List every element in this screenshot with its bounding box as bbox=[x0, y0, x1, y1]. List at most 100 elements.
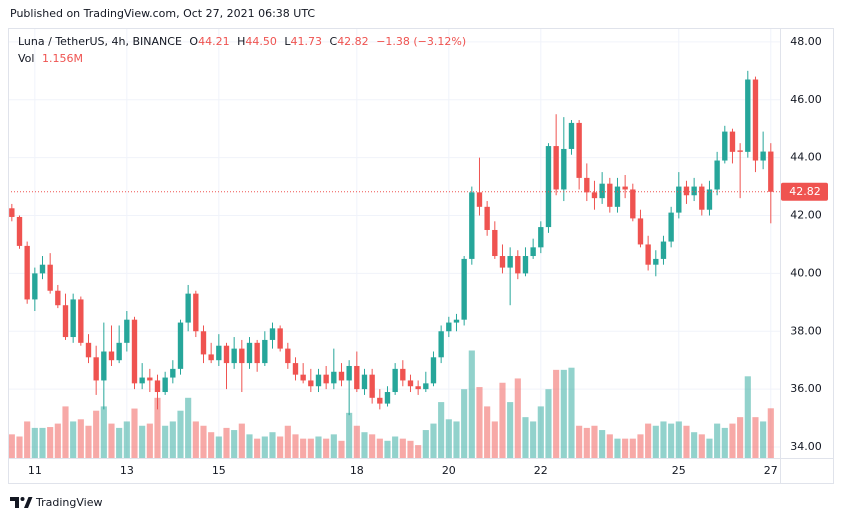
x-tick-label: 22 bbox=[534, 464, 548, 477]
volume-bar bbox=[300, 438, 307, 458]
candle-body bbox=[706, 189, 713, 210]
volume-bar bbox=[568, 367, 575, 458]
x-tick-label: 25 bbox=[672, 464, 686, 477]
candle-body bbox=[561, 148, 567, 190]
volume-bar bbox=[522, 417, 529, 458]
candle-body bbox=[400, 368, 406, 381]
legend-value: 44.50 bbox=[245, 35, 277, 48]
candle-body bbox=[645, 244, 651, 265]
candle-body bbox=[576, 122, 582, 178]
footer-logo: TradingView bbox=[10, 496, 102, 509]
volume-bar bbox=[330, 434, 337, 458]
candle-body bbox=[553, 146, 559, 190]
volume-bar bbox=[599, 430, 606, 458]
candle-body bbox=[499, 256, 506, 268]
candle-body bbox=[300, 374, 306, 381]
volume-bar bbox=[70, 421, 77, 458]
volume-bar bbox=[438, 402, 445, 458]
candle-body bbox=[315, 374, 322, 387]
y-tick-label: 44.00 bbox=[790, 151, 822, 164]
volume-bar bbox=[246, 434, 253, 458]
volume-bar bbox=[453, 421, 460, 458]
y-tick-label: 48.00 bbox=[790, 35, 822, 48]
y-tick-label: 42.00 bbox=[790, 209, 822, 222]
candle-body bbox=[538, 227, 544, 248]
candle-body bbox=[415, 386, 421, 390]
x-tick-label: 20 bbox=[442, 464, 456, 477]
volume-bar bbox=[514, 378, 521, 458]
candle-body bbox=[530, 247, 536, 257]
volume-bar bbox=[691, 432, 698, 458]
candle-body bbox=[492, 229, 498, 257]
legend-value: 42.82 bbox=[337, 35, 369, 48]
legend-value: 41.73 bbox=[291, 35, 323, 48]
volume-bar bbox=[706, 438, 713, 458]
y-tick-label: 38.00 bbox=[790, 324, 822, 337]
candle-body bbox=[177, 322, 184, 369]
volume-bar bbox=[169, 421, 176, 458]
candle-body bbox=[200, 331, 207, 355]
candle-body bbox=[729, 131, 736, 152]
volume-bar bbox=[560, 369, 567, 458]
volume-bar bbox=[752, 417, 759, 458]
volume-bar bbox=[154, 397, 161, 458]
volume-bar bbox=[591, 425, 598, 458]
volume-bar bbox=[744, 376, 751, 458]
volume-bar bbox=[254, 438, 261, 458]
candle-body bbox=[476, 192, 483, 207]
volume-bar bbox=[399, 438, 406, 458]
candle-body bbox=[515, 256, 521, 274]
candle-body bbox=[354, 365, 360, 390]
volume-bar bbox=[415, 445, 422, 458]
candle-body bbox=[614, 186, 621, 207]
volume-bar bbox=[468, 350, 475, 458]
candle-body bbox=[430, 357, 437, 384]
y-tick-label: 46.00 bbox=[790, 93, 822, 106]
volume-bar bbox=[208, 432, 215, 458]
volume-bar bbox=[583, 427, 590, 458]
candle-body bbox=[392, 368, 398, 393]
volume-bar bbox=[507, 402, 514, 458]
candle-body bbox=[139, 377, 145, 384]
candle-body bbox=[277, 328, 283, 349]
volume-bar bbox=[185, 397, 192, 458]
candle-body bbox=[722, 131, 728, 161]
candle-body bbox=[423, 383, 429, 390]
volume-bar bbox=[622, 438, 629, 458]
volume-bar bbox=[645, 423, 652, 458]
candle-body bbox=[116, 342, 122, 361]
candle-body bbox=[768, 151, 774, 192]
candle-body bbox=[568, 122, 575, 149]
legend-line: Luna / TetherUS, 4h, BINANCE O44.21 H44.… bbox=[18, 35, 466, 48]
candle-body bbox=[384, 392, 391, 404]
volume-bar bbox=[284, 425, 291, 458]
candle-body bbox=[292, 363, 299, 375]
volume-bar bbox=[369, 434, 376, 458]
candle-body bbox=[461, 258, 467, 320]
volume-bar bbox=[315, 436, 322, 458]
candle-body bbox=[269, 328, 276, 340]
volume-bar bbox=[576, 425, 583, 458]
volume-bar bbox=[215, 436, 222, 458]
volume-bar bbox=[338, 440, 345, 458]
volume-bar bbox=[668, 423, 675, 458]
last-price-tag bbox=[781, 182, 828, 201]
volume-bar bbox=[376, 438, 383, 458]
volume-bar bbox=[491, 421, 498, 458]
candle-body bbox=[55, 290, 61, 306]
volume-bar bbox=[131, 408, 138, 458]
legend: Luna / TetherUS, 4h, BINANCE O44.21 H44.… bbox=[18, 35, 466, 65]
volume-bar bbox=[93, 410, 100, 458]
volume-bar bbox=[47, 427, 54, 458]
volume-bar bbox=[24, 421, 31, 458]
volume-bar bbox=[16, 436, 23, 458]
candle-body bbox=[24, 245, 30, 300]
candle-body bbox=[185, 293, 191, 323]
candle-body bbox=[285, 348, 291, 364]
volume-bar bbox=[422, 430, 429, 458]
candle-body bbox=[507, 256, 513, 268]
legend-label: H bbox=[237, 35, 245, 48]
logo-dot bbox=[20, 497, 25, 501]
volume-bar bbox=[307, 438, 314, 458]
volume-bar bbox=[637, 434, 644, 458]
